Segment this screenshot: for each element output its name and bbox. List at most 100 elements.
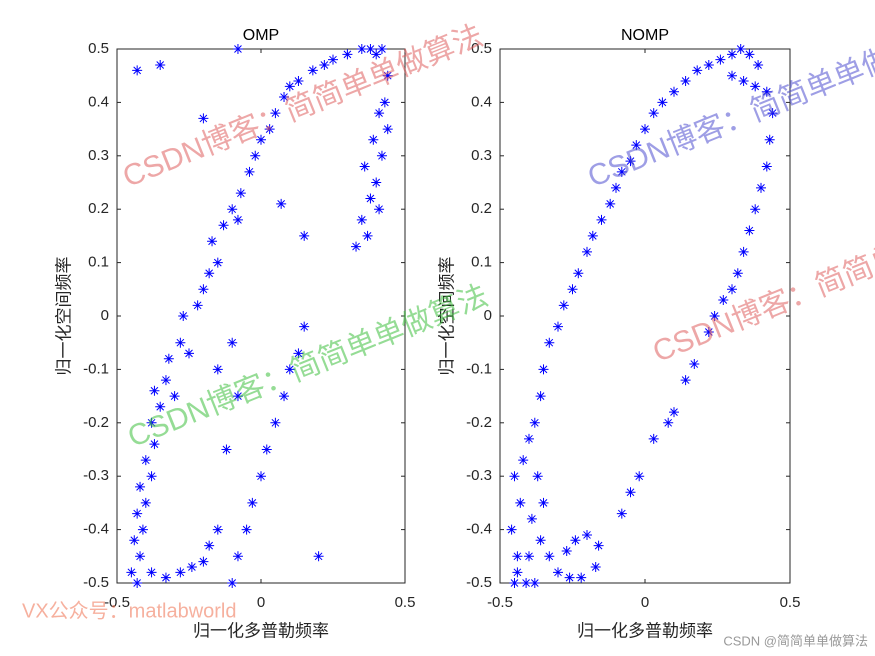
point — [256, 471, 266, 482]
point — [284, 364, 295, 375]
point — [529, 578, 540, 588]
x-axis-label: 归一化多普勒频率 — [193, 622, 329, 642]
point — [753, 60, 764, 71]
y-tick-label: -0.4 — [83, 521, 109, 538]
point — [727, 284, 737, 295]
chart-title: OMP — [243, 27, 279, 44]
y-tick-label: 0 — [101, 307, 109, 324]
point — [535, 391, 546, 402]
x-tick-label: 0.5 — [395, 594, 416, 611]
point — [744, 49, 755, 60]
point — [204, 268, 215, 279]
point — [232, 214, 243, 225]
point — [129, 535, 140, 546]
point — [669, 86, 679, 97]
y-axis-label: 归一化空间频率 — [438, 257, 458, 376]
point — [232, 551, 243, 562]
point — [198, 113, 209, 124]
point — [518, 455, 529, 466]
point — [146, 417, 157, 428]
point — [221, 444, 232, 455]
point — [169, 391, 180, 402]
point — [553, 321, 563, 332]
point — [657, 97, 668, 108]
point — [738, 76, 749, 87]
point — [593, 540, 604, 551]
x-tick-label: -0.5 — [487, 594, 513, 611]
footer: CSDN @简简单单做算法 — [723, 633, 868, 648]
point — [270, 108, 281, 119]
point — [532, 471, 543, 482]
chart-title: NOMP — [621, 27, 669, 44]
point — [692, 65, 703, 76]
point — [256, 134, 266, 145]
point — [703, 60, 714, 71]
point — [544, 337, 555, 348]
point — [561, 545, 572, 556]
point — [261, 444, 272, 455]
point — [761, 86, 772, 97]
point — [160, 572, 171, 583]
point — [232, 44, 243, 54]
point — [276, 198, 287, 209]
point — [744, 225, 755, 236]
point — [379, 97, 390, 108]
point — [279, 391, 290, 402]
point — [718, 294, 729, 305]
point — [582, 246, 592, 257]
point — [596, 214, 607, 225]
point — [611, 182, 621, 193]
point — [207, 236, 218, 247]
point — [146, 471, 157, 482]
point — [767, 108, 778, 119]
point — [356, 214, 367, 225]
point — [192, 300, 203, 311]
point — [293, 348, 304, 359]
point — [538, 364, 549, 375]
y-tick-label: -0.5 — [83, 574, 109, 591]
x-tick-label: 0.5 — [780, 594, 801, 611]
point — [132, 578, 143, 588]
point — [132, 65, 143, 76]
point — [299, 230, 310, 241]
y-tick-label: 0.3 — [88, 147, 109, 164]
point — [732, 268, 743, 279]
point — [663, 417, 674, 428]
point — [270, 417, 281, 428]
point — [155, 401, 166, 412]
point — [631, 140, 642, 151]
y-tick-label: -0.2 — [83, 414, 109, 431]
point — [137, 524, 148, 535]
point — [512, 551, 523, 562]
point — [558, 300, 569, 311]
point — [750, 81, 761, 92]
y-tick-label: 0.4 — [88, 93, 109, 110]
y-tick-label: 0.1 — [471, 254, 492, 271]
point — [538, 497, 549, 508]
point — [680, 375, 691, 386]
point — [307, 65, 318, 76]
point — [689, 359, 700, 370]
point — [590, 561, 601, 572]
point — [232, 391, 243, 402]
point — [342, 49, 353, 60]
point — [648, 433, 659, 444]
point — [351, 241, 362, 252]
y-tick-label: -0.5 — [466, 574, 492, 591]
point — [570, 535, 581, 546]
point — [178, 311, 189, 321]
point — [750, 204, 761, 215]
point — [529, 417, 540, 428]
x-tick-label: 0 — [641, 594, 649, 611]
point — [293, 76, 304, 87]
point — [212, 364, 223, 375]
point — [567, 284, 578, 295]
point — [376, 150, 387, 161]
point — [126, 567, 137, 578]
point — [299, 321, 310, 332]
point — [515, 497, 526, 508]
point — [241, 524, 252, 535]
point — [163, 353, 174, 364]
point — [521, 578, 532, 588]
